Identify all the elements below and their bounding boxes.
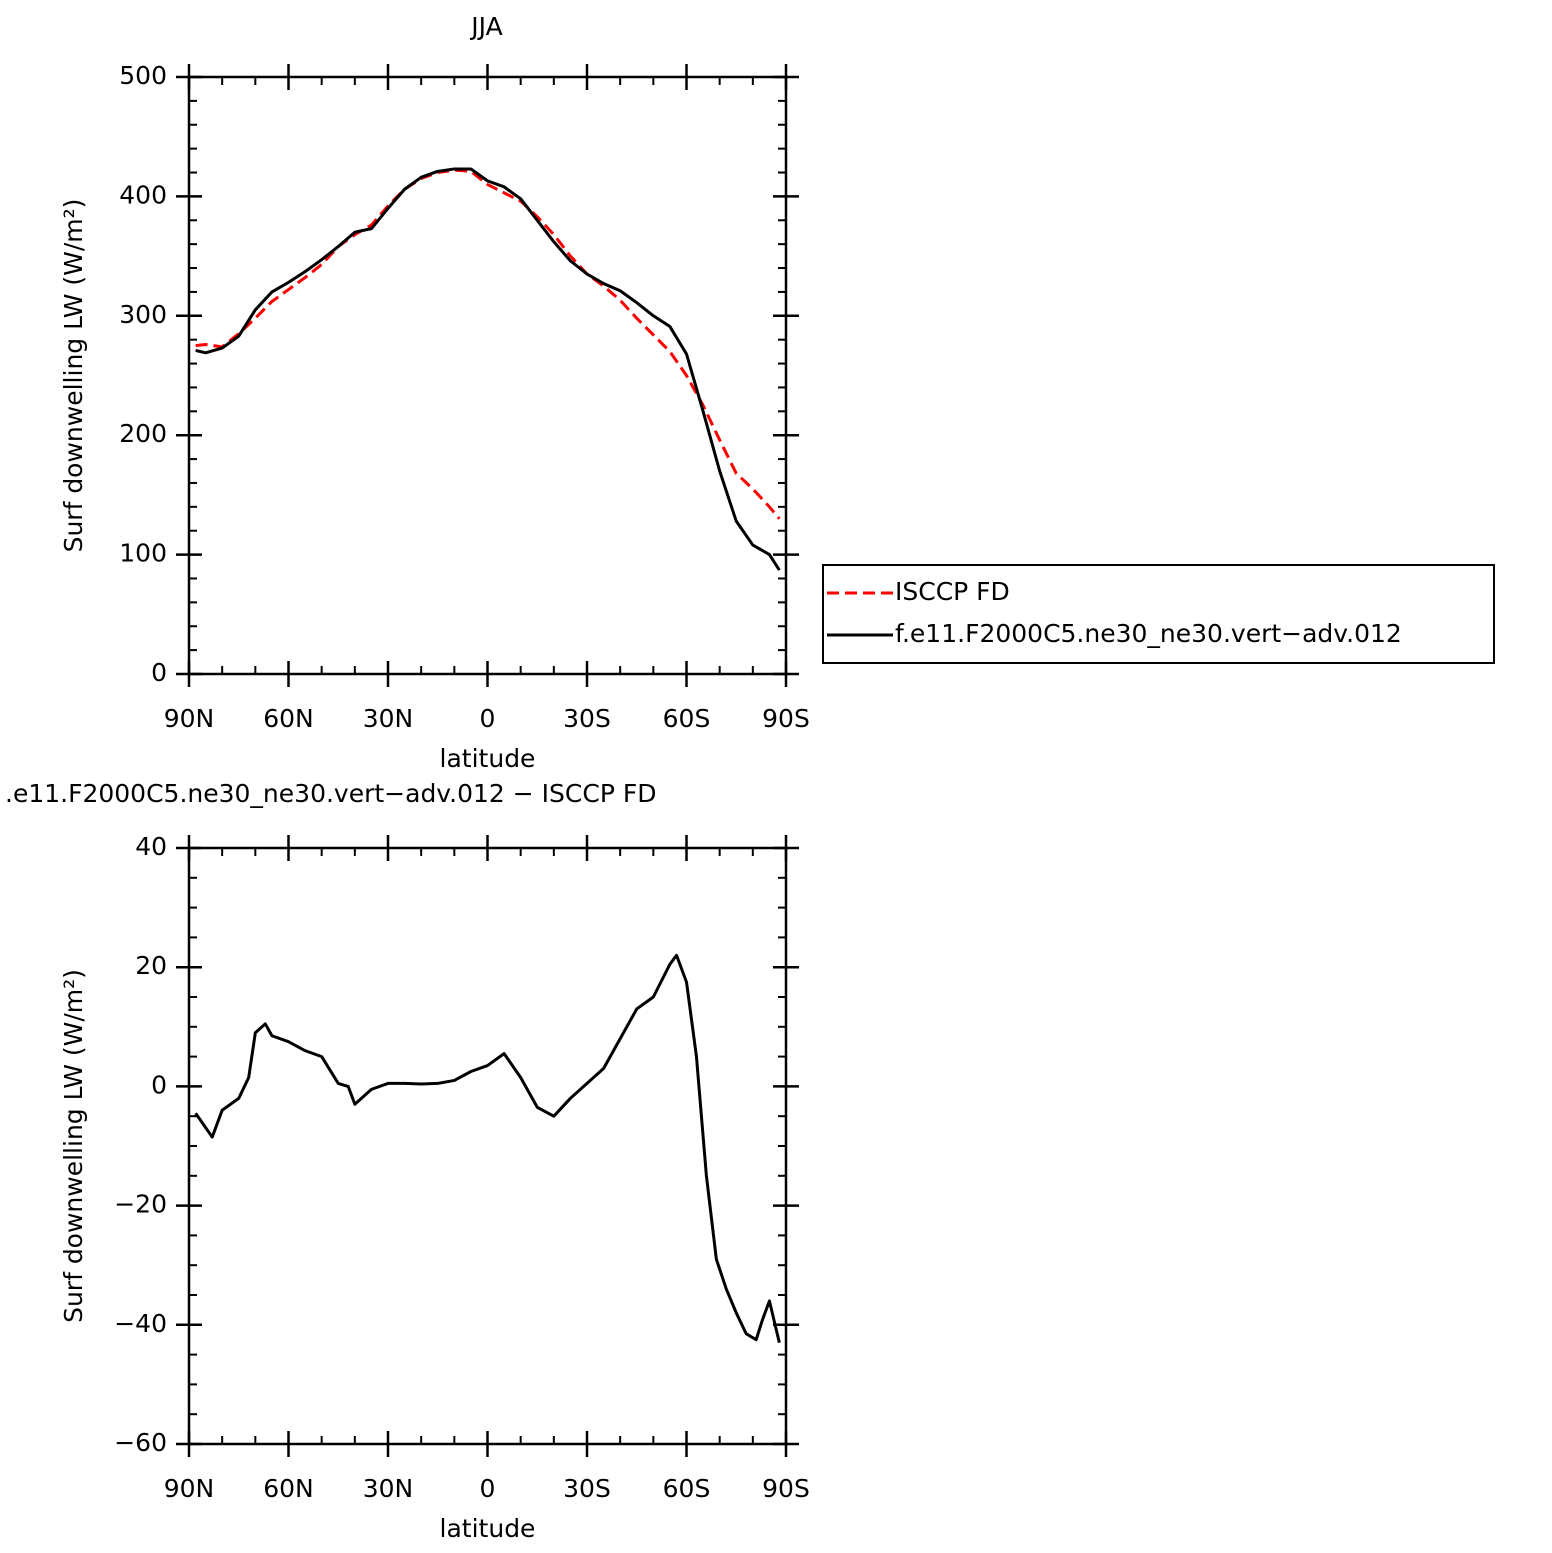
plot-frame bbox=[187, 846, 788, 1446]
series-line bbox=[195, 167, 781, 571]
y-tick-label: 400 bbox=[119, 180, 167, 209]
x-tick-label: 90S bbox=[762, 704, 810, 733]
x-tick-label: 90S bbox=[762, 1474, 810, 1503]
legend-label: ISCCP FD bbox=[895, 577, 1010, 606]
y-tick-label: −20 bbox=[114, 1190, 167, 1219]
x-tick-label: 30N bbox=[363, 1474, 414, 1503]
y-axis-label: Surf downwelling LW (W/m²) bbox=[59, 969, 88, 1323]
chart-title: JJA bbox=[469, 12, 502, 41]
x-tick-label: 30S bbox=[563, 1474, 611, 1503]
x-tick-label: 30N bbox=[363, 704, 414, 733]
x-tick-label: 60S bbox=[663, 704, 711, 733]
y-tick-label: −40 bbox=[114, 1309, 167, 1338]
x-axis-label: latitude bbox=[440, 744, 536, 773]
series-line bbox=[195, 168, 781, 520]
x-tick-label: 90N bbox=[164, 704, 215, 733]
x-tick-label: 60N bbox=[263, 1474, 314, 1503]
x-tick-label: 0 bbox=[480, 704, 496, 733]
x-tick-label: 0 bbox=[480, 1474, 496, 1503]
x-tick-label: 30S bbox=[563, 704, 611, 733]
x-axis-label: latitude bbox=[440, 1514, 536, 1543]
y-tick-label: 0 bbox=[151, 1070, 167, 1099]
legend-box bbox=[822, 564, 1495, 664]
x-tick-label: 90N bbox=[164, 1474, 215, 1503]
chart-title: .e11.F2000C5.ne30_ne30.vert−adv.012 − IS… bbox=[5, 779, 656, 808]
y-tick-label: 20 bbox=[135, 951, 167, 980]
legend-label: f.e11.F2000C5.ne30_ne30.vert−adv.012 bbox=[895, 619, 1402, 648]
plot-frame bbox=[187, 75, 788, 676]
y-axis-label: Surf downwelling LW (W/m²) bbox=[59, 199, 88, 553]
y-tick-label: 300 bbox=[119, 300, 167, 329]
y-tick-label: 40 bbox=[135, 832, 167, 861]
y-tick-label: 0 bbox=[151, 658, 167, 687]
y-tick-label: 100 bbox=[119, 539, 167, 568]
y-tick-label: 500 bbox=[119, 61, 167, 90]
x-tick-label: 60N bbox=[263, 704, 314, 733]
y-tick-label: 200 bbox=[119, 419, 167, 448]
series-line bbox=[194, 953, 781, 1344]
y-tick-label: −60 bbox=[114, 1428, 167, 1457]
x-tick-label: 60S bbox=[663, 1474, 711, 1503]
